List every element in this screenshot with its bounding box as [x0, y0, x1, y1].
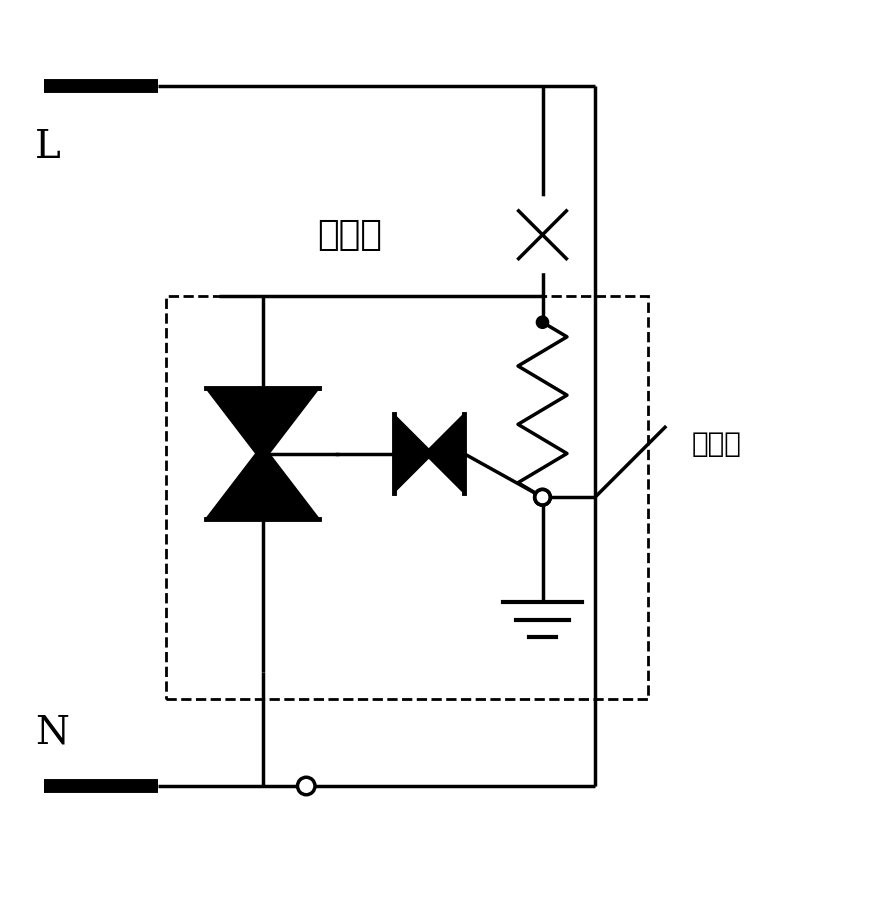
Polygon shape [394, 414, 433, 493]
Circle shape [298, 777, 315, 795]
Text: 白炽灯: 白炽灯 [318, 218, 382, 252]
Circle shape [506, 198, 579, 271]
Text: 晶闸管: 晶闸管 [691, 431, 741, 458]
Circle shape [536, 317, 549, 328]
Polygon shape [206, 444, 319, 519]
Polygon shape [424, 414, 464, 493]
Text: L: L [35, 129, 60, 166]
Polygon shape [206, 388, 319, 463]
Text: N: N [35, 715, 69, 752]
Circle shape [535, 490, 550, 505]
Circle shape [535, 490, 550, 505]
